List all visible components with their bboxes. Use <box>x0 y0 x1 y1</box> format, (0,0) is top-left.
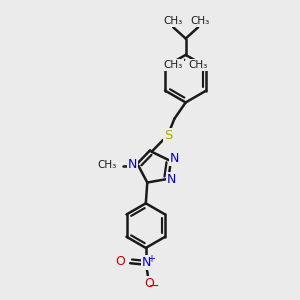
Text: CH₃: CH₃ <box>164 60 183 70</box>
Text: +: + <box>147 254 154 264</box>
Text: O: O <box>144 277 154 290</box>
Text: CH₃: CH₃ <box>190 16 209 26</box>
Text: N: N <box>128 158 137 171</box>
Text: CH₃: CH₃ <box>163 16 182 26</box>
Text: N: N <box>169 152 179 166</box>
Text: CH₃: CH₃ <box>188 60 208 70</box>
Text: N: N <box>142 256 151 269</box>
Text: CH₃: CH₃ <box>97 160 116 170</box>
Text: S: S <box>164 129 172 142</box>
Text: N: N <box>167 173 176 186</box>
Text: O: O <box>115 255 125 268</box>
Text: −: − <box>149 280 159 292</box>
